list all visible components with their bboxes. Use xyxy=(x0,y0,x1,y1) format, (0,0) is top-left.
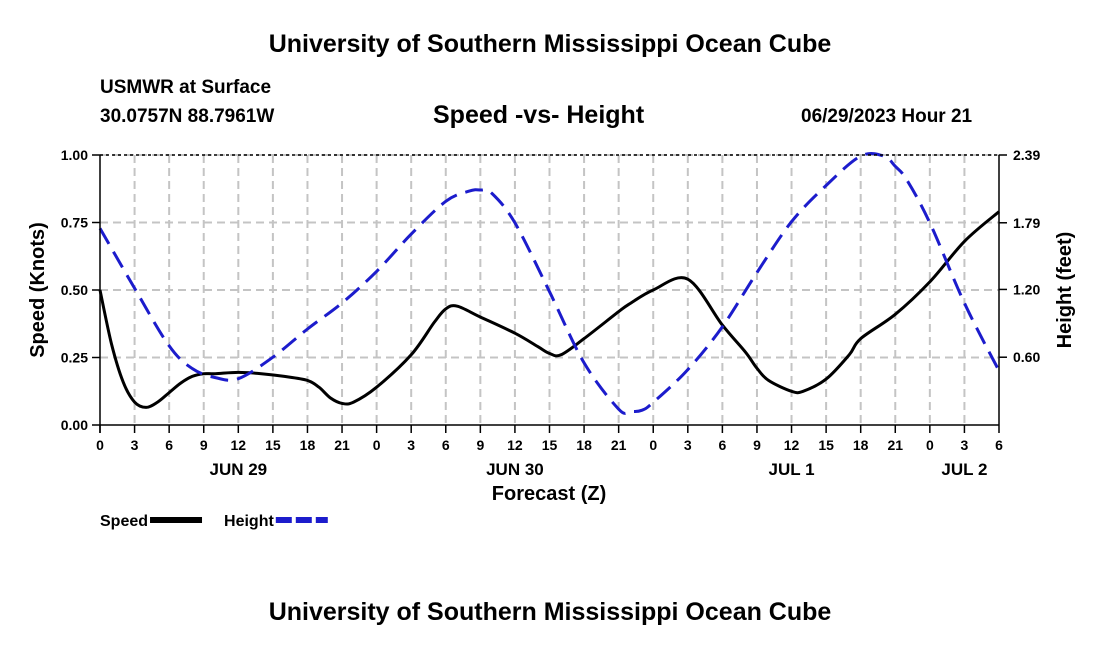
y-tick-label-left: 0.00 xyxy=(61,417,88,433)
x-tick-label: 3 xyxy=(407,437,415,453)
series-line-speed xyxy=(98,210,1000,409)
x-axis-label: Forecast (Z) xyxy=(492,483,606,505)
x-tick-label: 12 xyxy=(784,437,800,453)
y-tick-label-right: 1.20 xyxy=(1013,281,1040,297)
x-tick-label: 21 xyxy=(887,437,903,453)
x-day-label: JUL 1 xyxy=(769,460,815,479)
datetime-label: 06/29/2023 Hour 21 xyxy=(801,106,973,127)
y-tick-label-right: 0.60 xyxy=(1013,349,1040,365)
x-tick-label: 9 xyxy=(200,437,208,453)
x-tick-label: 12 xyxy=(507,437,523,453)
legend-label-height: Height xyxy=(224,513,274,530)
chart-title: University of Southern Mississippi Ocean… xyxy=(268,30,832,58)
x-tick-label: 21 xyxy=(334,437,350,453)
y-axis-label-right: Height (feet) xyxy=(1054,232,1076,349)
coordinates-label: 30.0757N 88.7961W xyxy=(100,106,275,127)
x-tick-label: 12 xyxy=(231,437,247,453)
y-axis-label-left: Speed (Knots) xyxy=(27,222,49,358)
y-tick-label-right: 2.39 xyxy=(1013,147,1040,163)
x-tick-label: 18 xyxy=(576,437,592,453)
x-tick-label: 9 xyxy=(753,437,761,453)
y-tick-label-left: 0.75 xyxy=(61,215,88,231)
x-tick-label: 15 xyxy=(542,437,558,453)
x-tick-label: 15 xyxy=(265,437,281,453)
x-tick-label: 0 xyxy=(96,437,104,453)
x-tick-label: 3 xyxy=(684,437,692,453)
y-tick-label-left: 0.25 xyxy=(61,350,88,366)
station-label: USMWR at Surface xyxy=(100,77,272,98)
x-tick-label: 3 xyxy=(961,437,969,453)
x-tick-label: 0 xyxy=(649,437,657,453)
y-tick-label-right: 1.79 xyxy=(1013,215,1040,231)
x-day-label: JUN 29 xyxy=(209,460,267,479)
x-tick-label: 21 xyxy=(611,437,627,453)
x-tick-label: 6 xyxy=(718,437,726,453)
x-day-label: JUL 2 xyxy=(941,460,987,479)
x-tick-label: 3 xyxy=(131,437,139,453)
x-tick-label: 6 xyxy=(442,437,450,453)
y-tick-label-left: 0.50 xyxy=(61,282,88,298)
legend-label-speed: Speed xyxy=(100,513,148,530)
x-tick-label: 6 xyxy=(995,437,1003,453)
legend: Speed Height xyxy=(100,513,328,530)
chart-subtitle: Speed -vs- Height xyxy=(433,101,645,129)
x-tick-label: 9 xyxy=(476,437,484,453)
x-tick-label: 0 xyxy=(926,437,934,453)
x-tick-label: 18 xyxy=(300,437,316,453)
x-tick-label: 0 xyxy=(373,437,381,453)
x-tick-label: 6 xyxy=(165,437,173,453)
series-line-height xyxy=(98,151,1001,415)
x-tick-label: 15 xyxy=(818,437,834,453)
x-day-label: JUN 30 xyxy=(486,460,544,479)
footer-title: University of Southern Mississippi Ocean… xyxy=(268,598,832,626)
x-tick-label: 18 xyxy=(853,437,869,453)
y-tick-label-left: 1.00 xyxy=(61,147,88,163)
